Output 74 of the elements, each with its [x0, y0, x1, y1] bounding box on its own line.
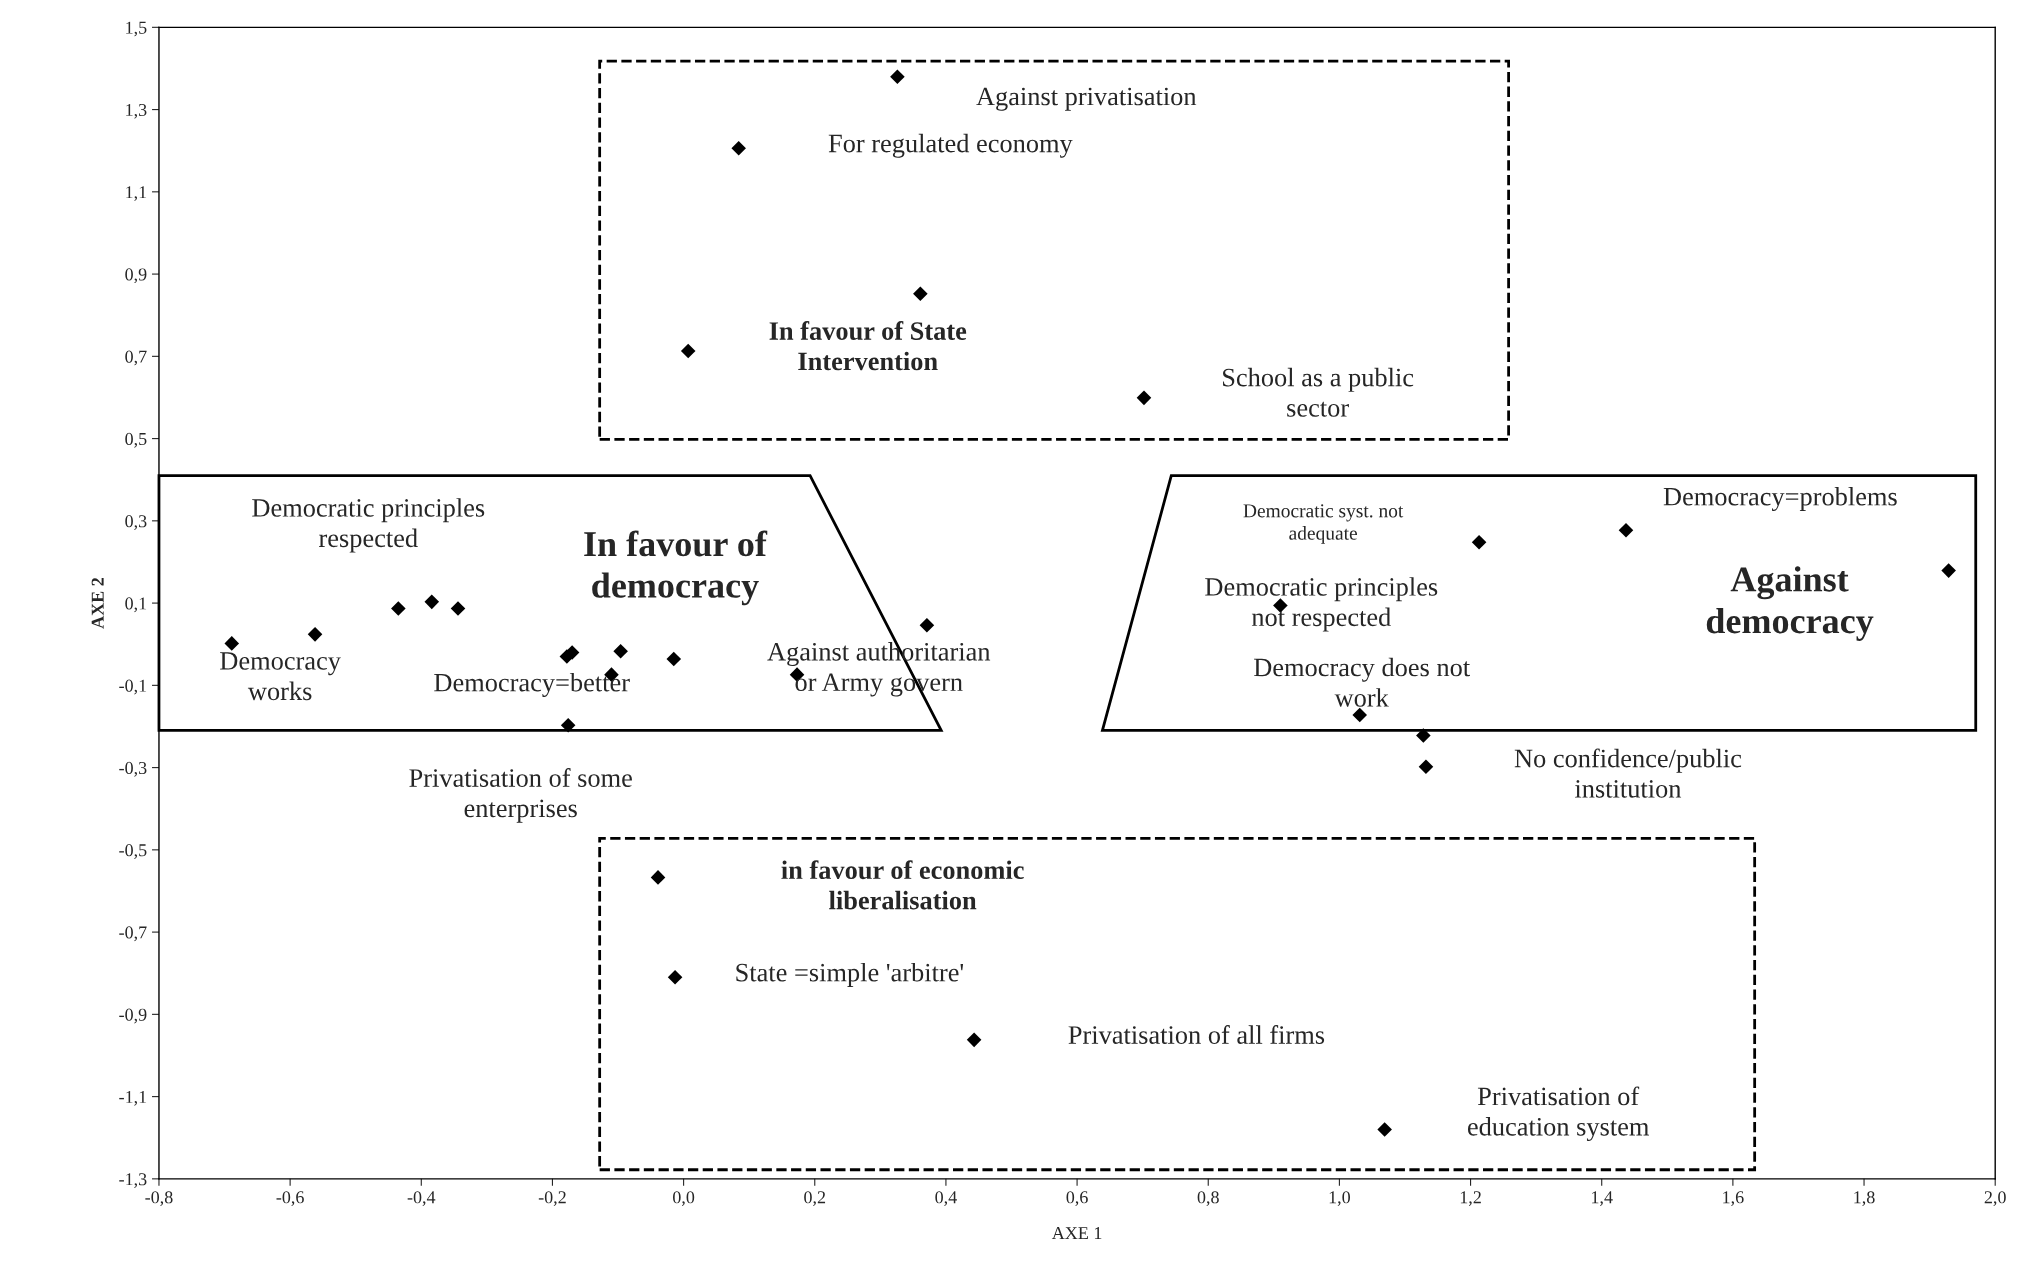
y-tick-label: 0,5: [125, 432, 147, 448]
annotation: No confidence/public institution: [1514, 748, 1742, 798]
y-tick-label: 0,3: [125, 515, 147, 530]
x-tick-label: 2,0: [1984, 1191, 2006, 1206]
y-tick-label: -1,1: [119, 1090, 147, 1106]
annotation: Democracy does not work: [1254, 657, 1470, 707]
x-tick-label: 0,4: [935, 1191, 957, 1206]
annotation: Democratic principles not respected: [1205, 577, 1438, 632]
annotation: In favour of democracy: [584, 530, 768, 606]
y-tick-label: 0,9: [125, 268, 147, 284]
annotation: Against privatisation: [976, 87, 1197, 111]
y-tick-label: -0,3: [119, 761, 147, 777]
x-tick-label: 1,2: [1460, 1191, 1481, 1206]
x-tick-label: -0,2: [538, 1191, 566, 1206]
point: [890, 69, 905, 84]
point: [391, 601, 406, 616]
x-tick-label: -0,8: [145, 1191, 173, 1206]
y-axis-title: AXE 2: [91, 578, 104, 629]
x-tick-label: 1,8: [1854, 1191, 1875, 1206]
point: [613, 643, 628, 659]
annotation: Democratic syst. not adequate: [1243, 504, 1404, 544]
point: [919, 618, 935, 633]
point: [1377, 1122, 1392, 1137]
y-tick-label: -0,7: [119, 926, 147, 942]
x-tick-label: 0,0: [673, 1191, 695, 1206]
x-tick-label: 0,2: [804, 1191, 826, 1206]
x-tick-label: 1,0: [1329, 1191, 1350, 1206]
point: [1618, 523, 1634, 538]
x-axis-title: AXE 1: [1051, 1227, 1102, 1240]
y-tick-label: -0,5: [119, 844, 147, 859]
point: [731, 140, 746, 156]
y-tick-label: 0,1: [125, 597, 147, 613]
annotation: Against democracy: [1706, 566, 1874, 641]
x-tick-label: -0,6: [276, 1191, 304, 1206]
point: [1471, 534, 1487, 550]
point: [913, 286, 928, 302]
point: [224, 636, 240, 651]
annotation: State =simple 'arbitre': [736, 962, 964, 987]
annotation: Democracy=better: [434, 672, 630, 697]
y-tick-label: -0,9: [119, 1008, 147, 1024]
point: [450, 601, 466, 616]
annotation: School as a public sector: [1223, 367, 1414, 417]
annotation: Democratic principles respected: [252, 498, 485, 553]
point: [667, 970, 683, 985]
annotation: For regulated economy: [828, 133, 1073, 158]
x-tick-label: 1,4: [1592, 1191, 1613, 1206]
point: [424, 594, 440, 610]
annotation: Privatisation of all firms: [1068, 1025, 1325, 1044]
y-tick-label: 1,1: [126, 186, 147, 201]
y-tick-label: 0,7: [125, 350, 147, 366]
point: [1352, 707, 1368, 723]
point: [666, 651, 682, 667]
annotation: Democracy=problems: [1663, 486, 1897, 511]
annotation: in favour of economic liberalisation: [781, 860, 1024, 910]
x-tick-label: -0,4: [407, 1191, 436, 1206]
point: [650, 870, 666, 885]
y-tick-label: 1,3: [126, 103, 147, 119]
point: [680, 343, 696, 359]
point: [1418, 759, 1434, 775]
x-tick-label: 0,8: [1197, 1191, 1219, 1206]
point: [1136, 390, 1152, 406]
annotation: Privatisation of education system: [1467, 1086, 1649, 1142]
point: [307, 627, 323, 642]
y-tick-label: 1,5: [126, 21, 147, 37]
point: [1941, 563, 1956, 578]
y-tick-label: -0,1: [119, 679, 147, 695]
annotation: Democracy works: [220, 652, 341, 701]
point: [966, 1032, 982, 1048]
x-tick-label: 0,6: [1066, 1191, 1088, 1206]
annotation: In favour of State Intervention: [769, 321, 967, 371]
annotation: Privatisation of some enterprises: [409, 768, 632, 823]
point: [1416, 728, 1431, 743]
y-tick-label: -1,3: [119, 1173, 147, 1188]
x-tick-label: 1,6: [1723, 1191, 1744, 1206]
